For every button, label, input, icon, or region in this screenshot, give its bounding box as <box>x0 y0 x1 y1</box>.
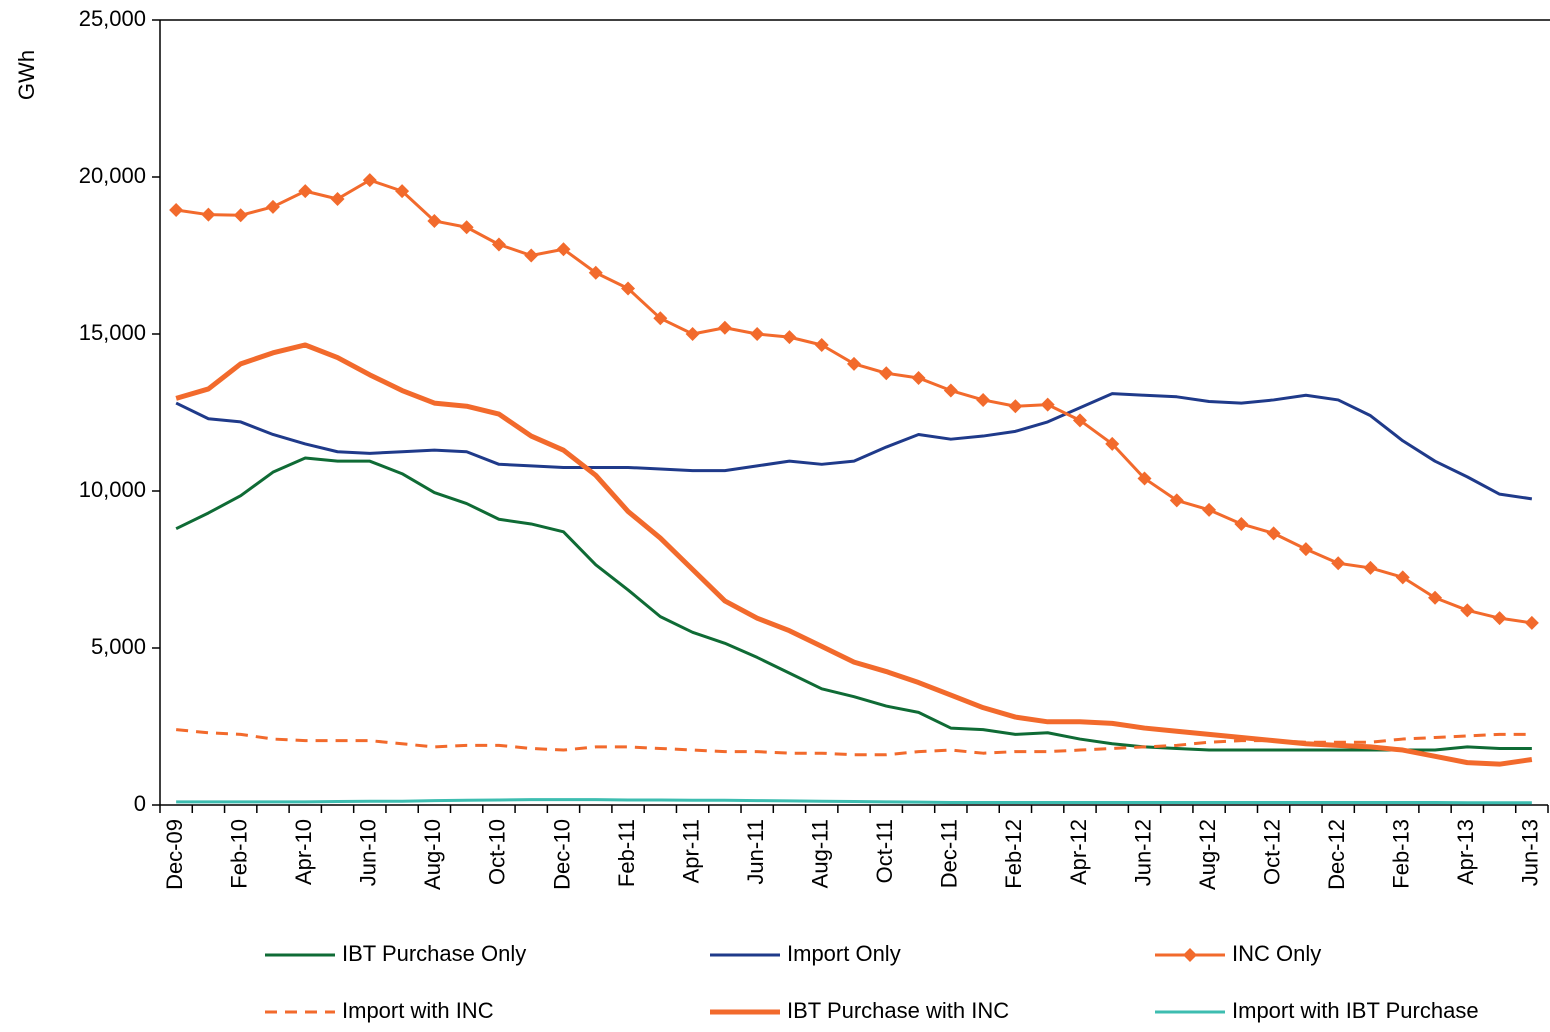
legend-marker <box>1183 948 1197 962</box>
marker <box>1395 570 1410 585</box>
marker <box>1040 397 1055 412</box>
legend-label: IBT Purchase with INC <box>787 998 1009 1023</box>
x-tick-label: Jun-13 <box>1518 819 1543 886</box>
marker <box>330 191 345 206</box>
marker <box>1331 556 1346 571</box>
marker <box>1008 399 1023 414</box>
x-tick-label: Oct-12 <box>1259 819 1284 885</box>
marker <box>1072 413 1087 428</box>
marker <box>265 199 280 214</box>
y-tick-label: 5,000 <box>91 634 146 659</box>
marker <box>298 184 313 199</box>
series-line <box>175 392 1533 501</box>
marker <box>362 173 377 188</box>
y-tick-label: 15,000 <box>79 320 146 345</box>
x-tick-label: Apr-10 <box>291 819 316 885</box>
legend-label: IBT Purchase Only <box>342 941 526 966</box>
marker <box>169 202 184 217</box>
marker <box>233 208 248 223</box>
marker <box>1460 603 1475 618</box>
legend-label: Import Only <box>787 941 901 966</box>
legend-label: INC Only <box>1232 941 1321 966</box>
x-tick-label: Apr-11 <box>678 819 703 883</box>
marker <box>201 207 216 222</box>
marker <box>524 248 539 263</box>
x-tick-label: Aug-12 <box>1195 819 1220 890</box>
y-tick-label: 20,000 <box>79 163 146 188</box>
marker <box>653 311 668 326</box>
marker <box>847 356 861 371</box>
marker <box>1428 590 1443 605</box>
y-tick-label: 25,000 <box>79 6 146 31</box>
marker <box>911 370 926 385</box>
marker <box>459 220 474 235</box>
marker <box>1234 516 1249 531</box>
marker <box>1298 542 1313 557</box>
y-axis-label: GWh <box>14 50 39 100</box>
marker <box>943 383 958 398</box>
x-tick-label: Jun-11 <box>743 819 768 885</box>
marker <box>814 337 829 352</box>
marker <box>685 327 700 341</box>
marker <box>717 320 732 335</box>
x-tick-label: Feb-13 <box>1389 819 1414 889</box>
series-line <box>176 798 1532 805</box>
legend-label: Import with IBT Purchase <box>1232 998 1479 1023</box>
x-tick-label: Aug-10 <box>420 819 445 890</box>
x-tick-label: Feb-10 <box>227 819 252 889</box>
marker <box>1492 611 1507 626</box>
series-line <box>175 178 1533 625</box>
x-tick-label: Apr-13 <box>1453 819 1478 885</box>
x-tick-label: Dec-09 <box>162 819 187 890</box>
x-tick-label: Oct-11 <box>872 819 897 883</box>
marker <box>556 242 571 257</box>
legend-label: Import with INC <box>342 998 494 1023</box>
series-line <box>175 456 1532 752</box>
x-tick-label: Feb-11 <box>614 819 639 887</box>
marker <box>1363 560 1378 575</box>
marker <box>1524 615 1539 630</box>
y-tick-label: 0 <box>134 791 146 816</box>
marker <box>1137 471 1152 486</box>
y-tick-label: 10,000 <box>79 477 146 502</box>
x-tick-label: Jun-12 <box>1130 819 1155 886</box>
marker <box>427 213 442 228</box>
x-tick-label: Oct-10 <box>485 819 510 885</box>
x-tick-label: Feb-12 <box>1001 819 1026 889</box>
marker <box>750 327 765 341</box>
marker <box>1202 502 1217 517</box>
x-tick-label: Dec-12 <box>1324 819 1349 890</box>
marker <box>621 281 636 296</box>
marker <box>588 265 603 280</box>
series-line <box>175 342 1533 767</box>
x-tick-label: Aug-11 <box>808 819 833 888</box>
x-tick-label: Dec-11 <box>937 819 962 888</box>
marker <box>976 392 991 407</box>
x-tick-label: Dec-10 <box>549 819 574 890</box>
marker <box>1169 493 1184 508</box>
marker <box>782 330 797 345</box>
marker <box>1266 526 1281 541</box>
marker <box>491 237 506 252</box>
x-tick-label: Jun-10 <box>356 819 381 886</box>
marker <box>879 366 894 381</box>
marker <box>1105 436 1120 451</box>
x-tick-label: Apr-12 <box>1066 819 1091 885</box>
marker <box>395 184 410 199</box>
